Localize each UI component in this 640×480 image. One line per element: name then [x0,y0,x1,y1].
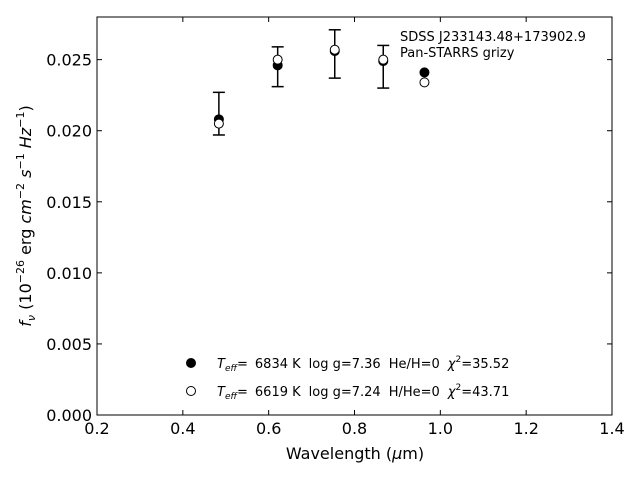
x-axis-label: Wavelength (μm) [286,444,424,463]
x-tick-label: 0.2 [84,419,109,438]
x-tick-label: 1.0 [428,419,453,438]
y-tick-label: 0.020 [46,122,92,141]
model-point-open [272,54,283,65]
x-tick-label: 1.2 [513,419,538,438]
x-tick-label: 0.4 [170,419,195,438]
x-tick-label: 0.8 [342,419,367,438]
x-tick-label: 0.6 [256,419,281,438]
legend-marker-filled [186,358,196,368]
y-tick-label: 0.015 [46,193,92,212]
model-point-open [213,118,224,129]
model-point-open [378,54,389,65]
y-tick-label: 0.005 [46,335,92,354]
x-axis: 0.2 0.4 0.6 0.8 1.0 1.2 1.4 [84,17,625,438]
chart-title-line-1: SDSS J233143.48+173902.9 [400,30,586,45]
y-tick-label: 0.000 [46,406,92,425]
model-point-filled [419,67,430,78]
error-bar [377,44,390,89]
y-axis-label: fν (10−26 erg cm−2 s−1 Hz−1) [14,105,38,326]
y-tick-label: 0.010 [46,264,92,283]
model-point-open [419,77,430,88]
y-axis: 0.000 0.005 0.010 0.015 0.020 0.025 [46,51,612,425]
chart-title-line-2: Pan-STARRS grizy [400,46,515,61]
legend-marker-open [186,386,196,396]
x-tick-label: 1.4 [599,419,624,438]
observed-error-bars [212,29,390,136]
model-point-open [329,44,340,55]
model-markers [213,44,430,129]
y-tick-label: 0.025 [46,51,92,70]
plot-frame [96,16,613,416]
